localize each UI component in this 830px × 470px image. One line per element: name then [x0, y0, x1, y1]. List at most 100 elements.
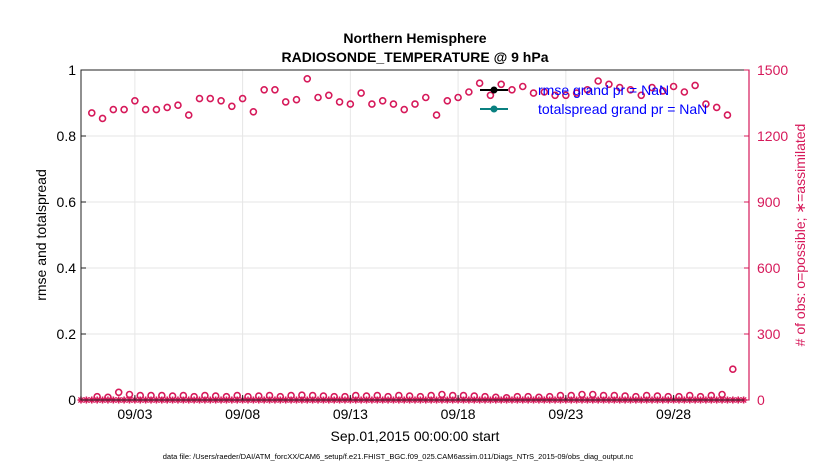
possible-point: [567, 391, 576, 400]
possible-point: [314, 93, 322, 102]
y-tick-label-left: 1: [68, 62, 76, 78]
x-tick-label: 09/03: [117, 406, 152, 422]
possible-point: [599, 391, 608, 400]
possible-point: [465, 88, 473, 96]
y-axis-label-left: rmse and totalspread: [33, 169, 49, 301]
ticks: 09/03 09/08 09/13 09/18 09/23 09/28 0 0.2 0.4 0.6…: [57, 62, 789, 422]
possible-point: [475, 79, 484, 87]
possible-point: [637, 91, 646, 100]
legend-label: totalspread grand pr = NaN: [538, 101, 707, 117]
possible-point: [578, 390, 586, 399]
possible-point: [141, 105, 150, 114]
x-tick-label: 09/18: [441, 406, 476, 422]
possible-point: [685, 391, 694, 400]
possible-point: [265, 391, 274, 400]
possible-point: [136, 391, 145, 400]
possible-point: [659, 87, 667, 95]
legend: rmse grand pr = NaN totalspread grand pr …: [480, 82, 707, 117]
possible-point: [254, 392, 263, 400]
possible-point: [325, 91, 333, 100]
possible-point: [131, 97, 139, 105]
possible-point: [642, 391, 651, 400]
x-tick-label: 09/23: [548, 406, 583, 422]
possible-point: [594, 77, 602, 85]
possible-point: [411, 100, 419, 108]
y-tick-label-right: 600: [757, 260, 781, 276]
y-tick-label-right: 1500: [757, 62, 788, 78]
possible-point: [201, 391, 209, 400]
possible-point: [319, 392, 328, 400]
possible-point: [486, 91, 495, 100]
possible-point: [648, 83, 656, 92]
y-axis-label-right: # of obs: o=possible; ∗=assimilated: [792, 124, 808, 347]
possible-point: [502, 393, 511, 402]
x-axis-label: Sep.01,2015 00:00:00 start: [331, 428, 500, 444]
possible-point: [551, 91, 559, 100]
possible-point: [653, 392, 662, 400]
x-tick-label: 09/28: [656, 406, 691, 422]
possible-point: [120, 105, 128, 114]
y-tick-label-left: 0.6: [57, 194, 77, 210]
possible-point: [723, 111, 732, 119]
possible-point: [562, 91, 570, 100]
possible-point: [174, 101, 182, 109]
possible-point: [281, 98, 290, 106]
possible-point: [572, 89, 581, 97]
possible-point: [583, 86, 592, 94]
possible-point: [87, 109, 96, 117]
possible-point: [335, 98, 344, 106]
y-tick-label-left: 0.4: [57, 260, 77, 276]
possible-point: [147, 391, 155, 400]
y-tick-label-right: 0: [757, 392, 765, 408]
possible-point: [427, 391, 435, 400]
possible-point: [109, 105, 118, 114]
possible-point: [680, 88, 689, 96]
possible-point: [228, 102, 236, 111]
y-tick-label-right: 1200: [757, 128, 788, 144]
legend-marker: [490, 105, 498, 113]
grid: [81, 69, 749, 401]
possible-point: [287, 391, 295, 400]
possible-point: [211, 392, 220, 400]
possible-point: [195, 94, 204, 103]
x-tick-label: 09/08: [225, 406, 260, 422]
possible-point: [206, 94, 215, 103]
possible-point: [529, 89, 538, 97]
possible-point: [470, 392, 479, 400]
possible-point: [179, 391, 188, 400]
possible-point: [615, 83, 624, 92]
possible-point: [125, 390, 134, 399]
legend-entry: rmse grand pr = NaN: [480, 82, 669, 98]
possible-point: [217, 97, 225, 105]
possible-point: [249, 108, 258, 116]
possible-point: [729, 365, 737, 374]
y-tick-label-right: 900: [757, 194, 781, 210]
possible-point: [497, 80, 505, 89]
possible-point: [292, 95, 301, 104]
possible-point: [669, 82, 678, 91]
possible-point: [621, 392, 629, 400]
possible-point: [308, 391, 317, 400]
chart-title: Northern Hemisphere: [343, 30, 486, 46]
x-tick-label: 09/13: [333, 406, 368, 422]
possible-point: [707, 391, 716, 400]
possible-point: [712, 103, 721, 112]
possible-point: [438, 390, 446, 399]
possible-point: [260, 86, 268, 94]
possible-point: [405, 392, 414, 400]
possible-point: [357, 89, 365, 97]
possible-point: [540, 88, 549, 96]
possible-point: [421, 93, 430, 102]
possible-point: [184, 111, 193, 119]
possible-point: [588, 390, 597, 399]
legend-marker: [490, 86, 498, 94]
possible-point: [373, 391, 382, 400]
possible-point: [448, 391, 457, 400]
possible-point: [351, 391, 360, 400]
possible-point: [168, 392, 177, 400]
possible-point: [98, 114, 107, 123]
possible-point: [508, 86, 516, 94]
possible-point: [346, 100, 355, 108]
possible-point: [152, 105, 161, 114]
